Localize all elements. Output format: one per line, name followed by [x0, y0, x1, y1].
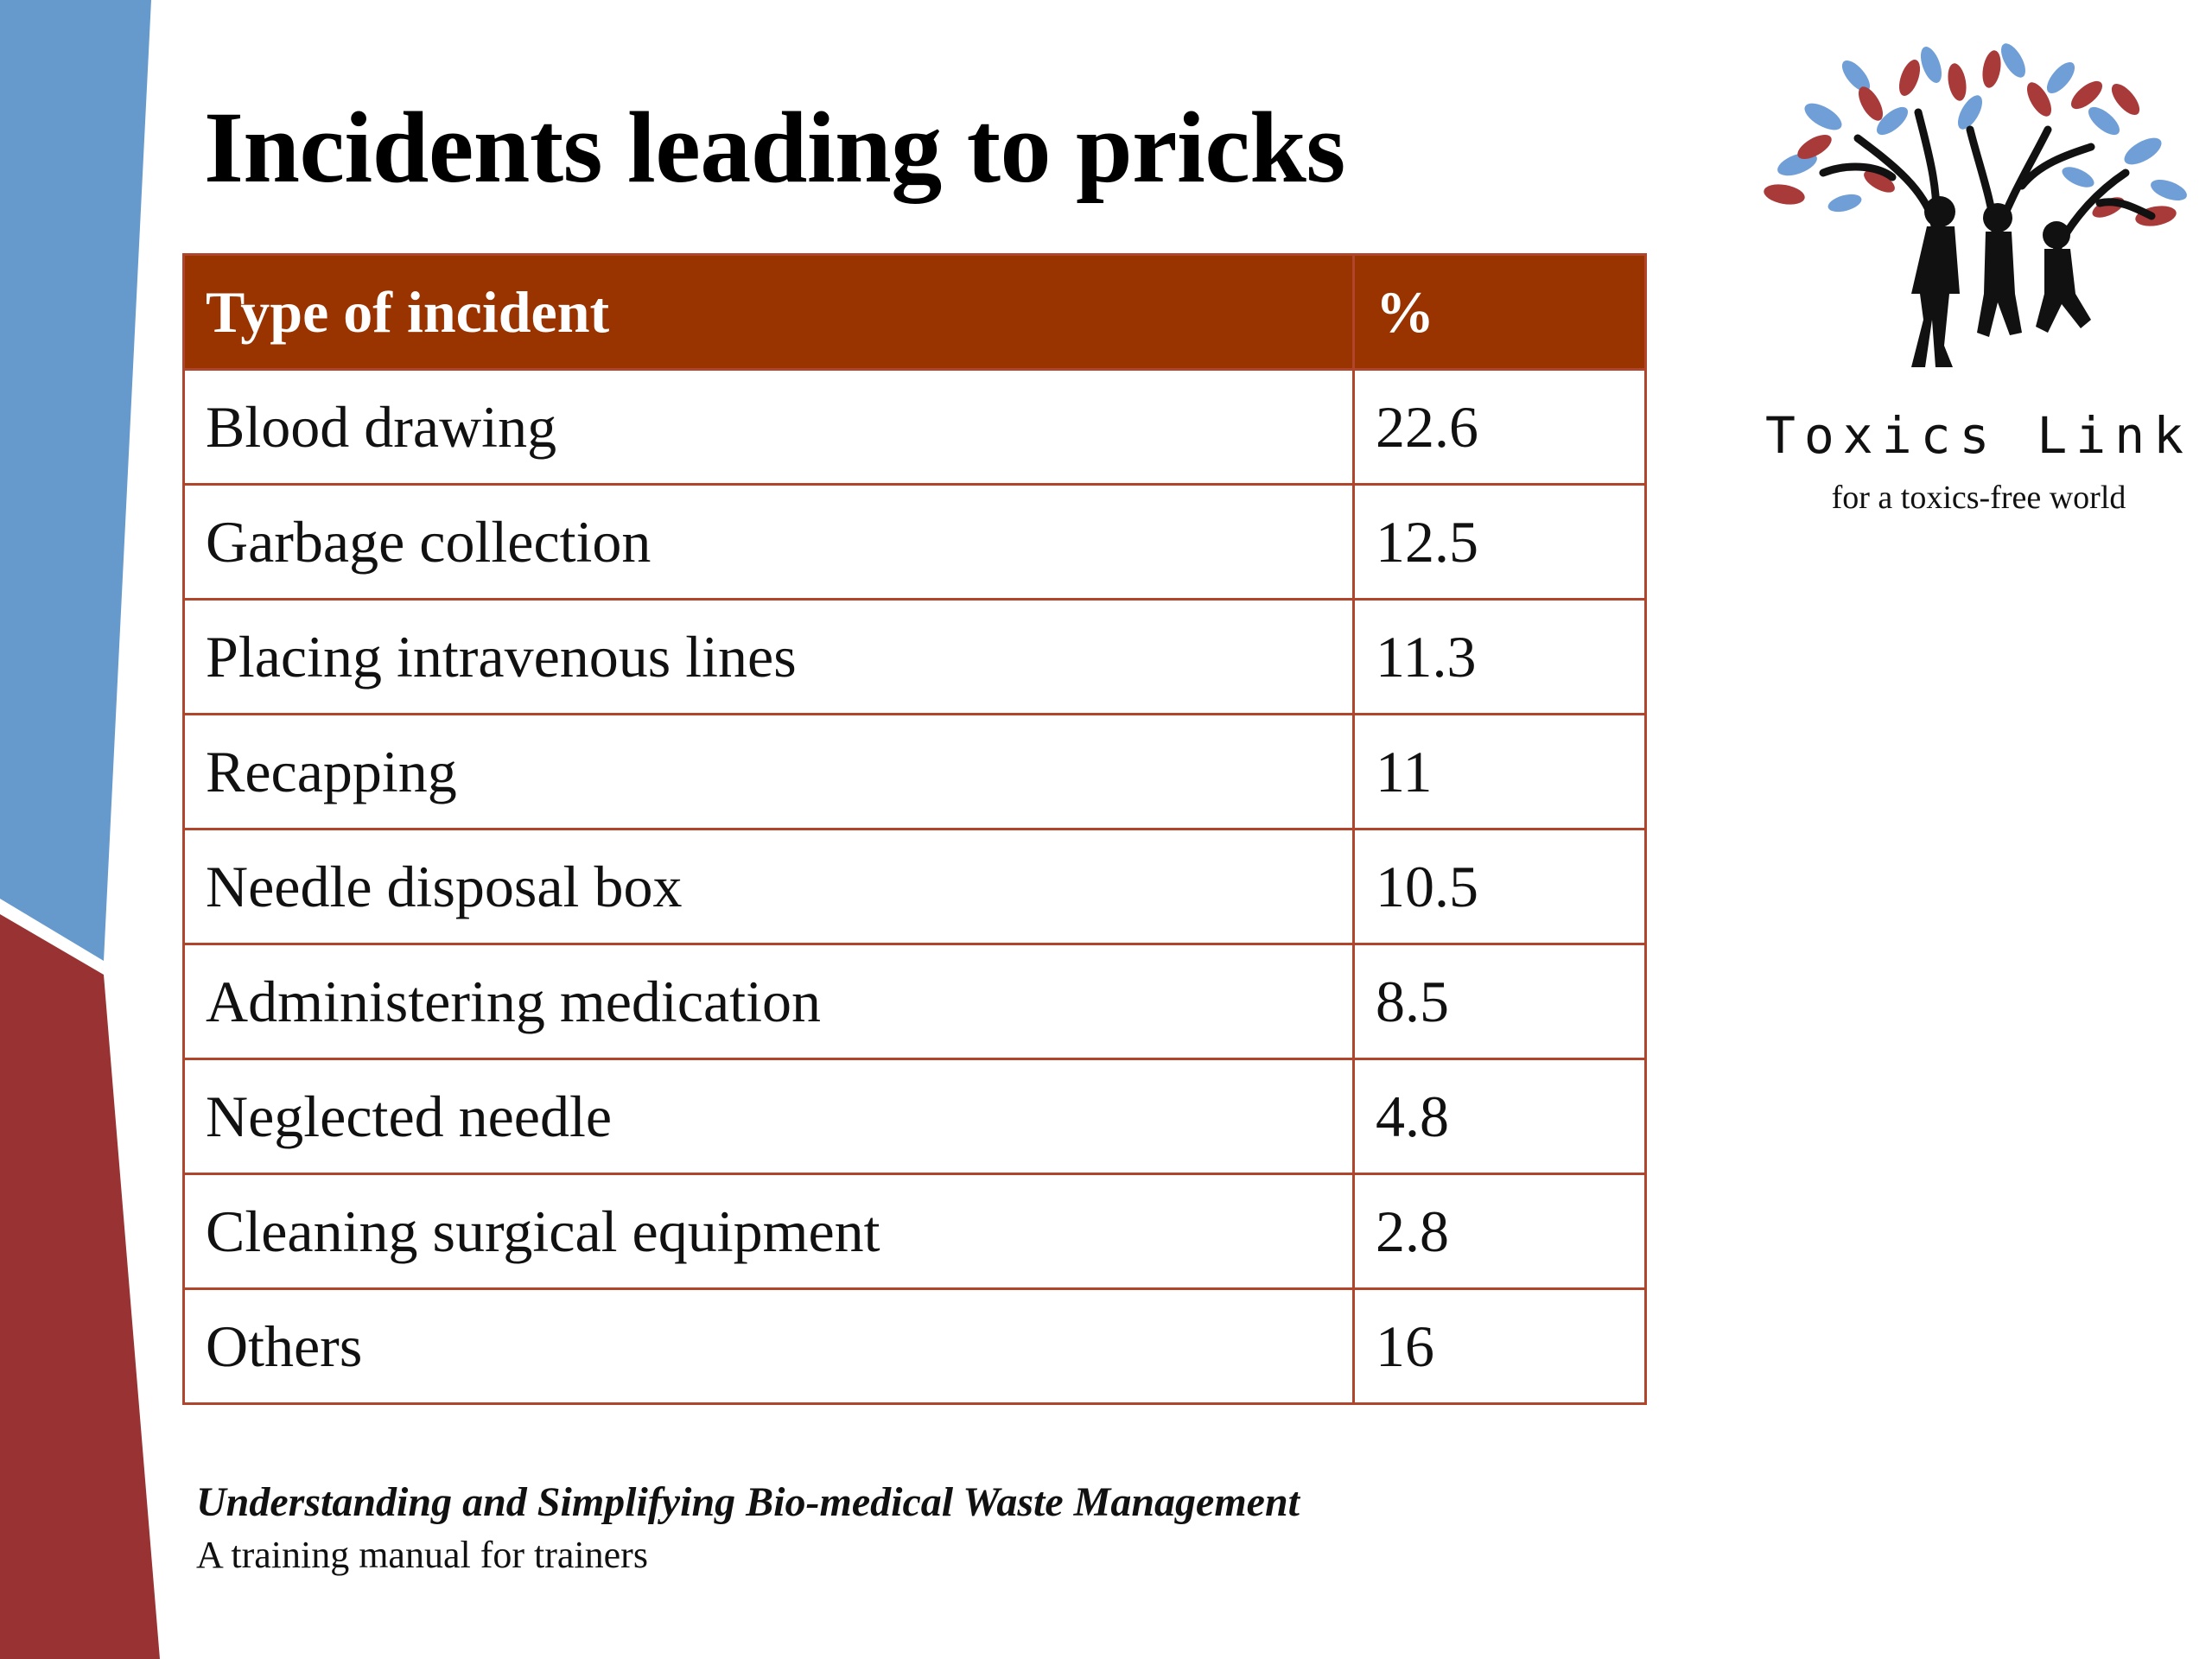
incident-type-cell: Recapping — [182, 713, 1355, 830]
source-subtitle: A training manual for trainers — [196, 1534, 648, 1576]
table-row: Garbage collection 12.5 — [182, 483, 1647, 601]
incident-percent-cell: 4.8 — [1352, 1058, 1647, 1175]
incident-percent-cell: 8.5 — [1352, 943, 1647, 1060]
logo-name: Toxics Link — [1764, 406, 2193, 465]
incident-type-cell: Neglected needle — [182, 1058, 1355, 1175]
incident-percent-cell: 11 — [1352, 713, 1647, 830]
incidents-table: Type of incident % Blood drawing 22.6 Ga… — [182, 253, 1647, 1405]
table-row: Administering medication 8.5 — [182, 943, 1647, 1060]
table-row: Blood drawing 22.6 — [182, 368, 1647, 486]
table-row: Recapping 11 — [182, 713, 1647, 830]
table-row: Cleaning surgical equipment 2.8 — [182, 1173, 1647, 1290]
incident-type-cell: Administering medication — [182, 943, 1355, 1060]
side-red-band — [0, 914, 160, 1659]
column-header-type: Type of incident — [182, 253, 1355, 371]
incident-percent-cell: 11.3 — [1352, 598, 1647, 715]
incident-percent-cell: 10.5 — [1352, 828, 1647, 945]
source-book-title: Understanding and Simplifying Bio-medica… — [196, 1479, 1300, 1525]
incident-type-cell: Cleaning surgical equipment — [182, 1173, 1355, 1290]
table-row: Needle disposal box 10.5 — [182, 828, 1647, 945]
column-header-percent: % — [1352, 253, 1647, 371]
incident-type-cell: Blood drawing — [182, 368, 1355, 486]
incident-type-cell: Placing intravenous lines — [182, 598, 1355, 715]
incident-percent-cell: 16 — [1352, 1287, 1647, 1405]
tree-with-people-icon — [1764, 43, 2187, 367]
table-row: Others 16 — [182, 1287, 1647, 1405]
table-header-row: Type of incident % — [182, 253, 1647, 371]
incident-type-cell: Garbage collection — [182, 483, 1355, 601]
source-footer: Understanding and Simplifying Bio-medica… — [196, 1476, 1300, 1581]
side-blue-band — [0, 0, 151, 961]
incident-type-cell: Others — [182, 1287, 1355, 1405]
incident-percent-cell: 2.8 — [1352, 1173, 1647, 1290]
side-decoration — [0, 0, 160, 1659]
table-row: Placing intravenous lines 11.3 — [182, 598, 1647, 715]
logo-tagline: for a toxics-free world — [1831, 480, 2126, 516]
slide-title: Incidents leading to pricks — [204, 91, 1345, 204]
toxics-link-logo: Toxics Link for a toxics-free world — [1763, 35, 2195, 518]
incident-percent-cell: 12.5 — [1352, 483, 1647, 601]
table-row: Neglected needle 4.8 — [182, 1058, 1647, 1175]
incident-percent-cell: 22.6 — [1352, 368, 1647, 486]
incident-type-cell: Needle disposal box — [182, 828, 1355, 945]
